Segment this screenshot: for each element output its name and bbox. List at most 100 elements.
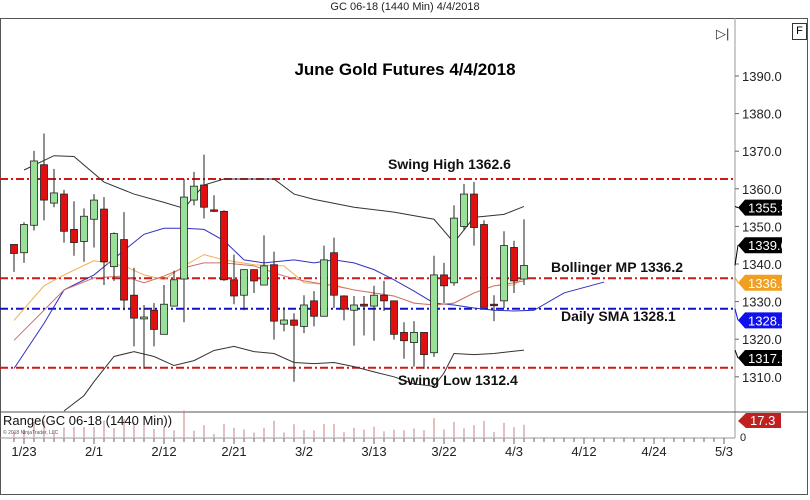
candle-up <box>520 265 528 280</box>
window-title: GC 06-18 (1440 Min) 4/4/2018 <box>330 1 480 13</box>
copyright-text: © 2018 NinjaTrader, LLC <box>3 430 59 436</box>
price-tag-label: 1336.5 <box>748 276 788 291</box>
candle-down <box>40 164 48 201</box>
y-tick-label: 1390.0 <box>742 69 782 84</box>
candle-down <box>120 239 128 301</box>
candle-up <box>160 303 168 335</box>
candle-up <box>170 279 178 307</box>
price-tag <box>738 274 782 291</box>
candle-up <box>240 269 248 296</box>
skip-to-end-icon[interactable]: ▷| <box>716 26 730 41</box>
x-tick-label: 2/1 <box>85 444 103 459</box>
swing-high-label: Swing High 1362.6 <box>388 156 511 172</box>
candle-down <box>220 210 228 281</box>
candle-up <box>410 332 418 343</box>
x-tick-label: 1/23 <box>11 444 36 459</box>
f-button[interactable]: F <box>792 23 807 40</box>
orange-ma-line <box>13 254 525 321</box>
y-tick-label: 1340.0 <box>742 257 782 272</box>
x-tick-label: 4/3 <box>505 444 523 459</box>
candle-down <box>130 294 138 319</box>
y-tick-label: 1350.0 <box>742 219 782 234</box>
candle-down <box>360 303 368 307</box>
candle-down <box>270 264 278 322</box>
candle-down <box>490 303 498 307</box>
candle-up <box>300 304 308 327</box>
price-tag-pointer <box>734 276 739 284</box>
candle-down <box>150 309 158 330</box>
candle-down <box>480 224 488 308</box>
chart-title: June Gold Futures 4/4/2018 <box>294 60 516 79</box>
candle-down <box>250 269 258 282</box>
candle-up <box>20 224 28 254</box>
pink-ma-line <box>13 262 525 341</box>
candle-up <box>30 160 38 226</box>
price-tag-pointer <box>734 245 739 266</box>
range-zero-label: 0 <box>740 432 746 444</box>
x-tick-label: 2/12 <box>151 444 176 459</box>
candle-down <box>100 208 108 263</box>
x-tick-label: 3/2 <box>295 444 313 459</box>
candle-up <box>110 233 118 268</box>
candle-up <box>50 192 58 204</box>
price-tag-label: 1317.1 <box>748 351 788 366</box>
candle-up <box>90 199 98 220</box>
y-tick-label: 1370.0 <box>742 144 782 159</box>
range-value-tag <box>738 413 781 428</box>
x-tick-label: 4/12 <box>571 444 596 459</box>
candle-down <box>380 294 388 302</box>
candle-down <box>10 244 18 254</box>
bollinger-mp-label: Bollinger MP 1336.2 <box>551 259 684 275</box>
candle-down <box>290 319 298 326</box>
candle-down <box>440 274 448 287</box>
candle-up <box>350 304 358 311</box>
price-tag-pointer <box>734 308 739 321</box>
candle-up <box>140 316 148 320</box>
candle-up <box>460 193 468 227</box>
y-tick-label: 1330.0 <box>742 295 782 310</box>
price-tag <box>738 312 782 329</box>
price-tag-pointer <box>734 206 739 209</box>
candle-down <box>470 193 478 228</box>
candle-up <box>430 274 438 354</box>
price-tag-label: 1339.6 <box>748 238 788 253</box>
y-tick-label: 1380.0 <box>742 107 782 122</box>
candle-down <box>210 209 218 212</box>
range-value-label: 17.3 <box>750 413 775 428</box>
candle-down <box>230 279 238 297</box>
x-tick-label: 3/13 <box>361 444 386 459</box>
candle-up <box>180 196 188 280</box>
candle-down <box>70 229 78 243</box>
candle-up <box>500 245 508 302</box>
candle-down <box>330 252 338 296</box>
candle-down <box>310 300 318 317</box>
y-tick-label: 1360.0 <box>742 182 782 197</box>
range-indicator-label: Range(GC 06-18 (1440 Min)) <box>3 413 173 428</box>
candle-up <box>280 319 288 325</box>
x-tick-label: 3/22 <box>431 444 456 459</box>
candle-up <box>190 185 198 201</box>
candle-down <box>200 184 208 208</box>
candle-down <box>420 332 428 356</box>
chart-frame <box>0 18 808 495</box>
candle-up <box>370 294 378 307</box>
y-tick-label: 1310.0 <box>742 370 782 385</box>
x-tick-label: 2/21 <box>221 444 246 459</box>
candle-down <box>390 300 398 335</box>
candle-down <box>340 295 348 310</box>
candle-down <box>510 247 518 282</box>
candle-down <box>60 193 68 232</box>
price-tag <box>738 350 782 366</box>
candle-up <box>260 265 268 286</box>
swing-low-label: Swing Low 1312.4 <box>398 372 518 388</box>
price-tag <box>738 199 782 216</box>
candle-up <box>320 259 328 317</box>
price-tag <box>738 237 782 254</box>
y-tick-label: 1320.0 <box>742 332 782 347</box>
price-tag-pointer <box>734 349 739 359</box>
candle-up <box>80 215 88 242</box>
blue-ma-line <box>13 227 605 369</box>
candle-down <box>400 332 408 342</box>
candle-up <box>450 217 458 284</box>
